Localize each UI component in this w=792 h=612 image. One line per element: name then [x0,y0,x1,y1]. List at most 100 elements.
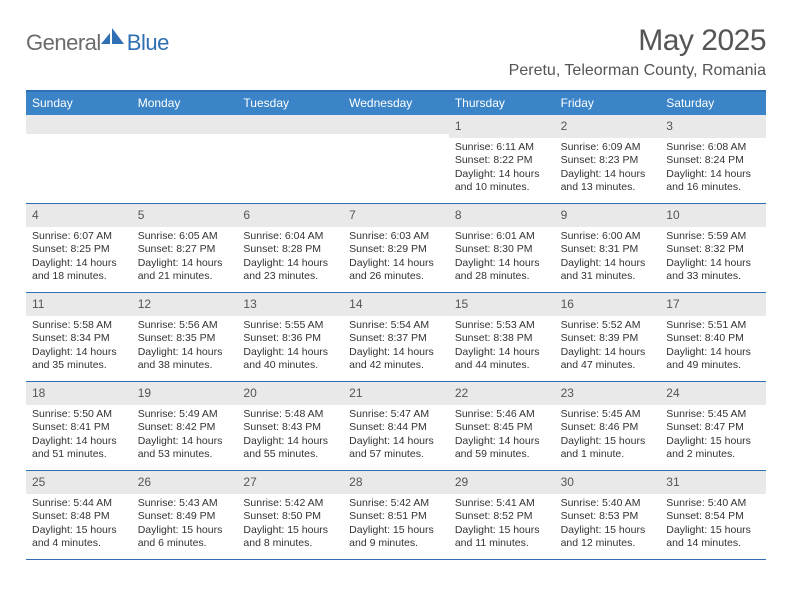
day-cell: 23Sunrise: 5:45 AMSunset: 8:46 PMDayligh… [555,382,661,470]
day-number: 28 [349,475,362,489]
day-number: 3 [666,119,673,133]
sunrise-text: Sunrise: 5:46 AM [455,408,549,421]
daylight-text: Daylight: 15 hours and 9 minutes. [349,524,443,551]
daylight-text: Daylight: 14 hours and 35 minutes. [32,346,126,373]
day-cell: 26Sunrise: 5:43 AMSunset: 8:49 PMDayligh… [132,471,238,559]
daylight-text: Daylight: 15 hours and 1 minute. [561,435,655,462]
day-cell [237,115,343,203]
daynum-row: 31 [660,471,766,494]
day-cell: 9 Sunrise: 6:00 AMSunset: 8:31 PMDaylight… [555,204,661,292]
day-cell: 29Sunrise: 5:41 AMSunset: 8:52 PMDayligh… [449,471,555,559]
sunrise-text: Sunrise: 6:00 AM [561,230,655,243]
daylight-text: Daylight: 14 hours and 49 minutes. [666,346,760,373]
daylight-text: Daylight: 15 hours and 12 minutes. [561,524,655,551]
sunset-text: Sunset: 8:53 PM [561,510,655,523]
daynum-row: 3 [660,115,766,138]
daynum-row: 18 [26,382,132,405]
day-cell: 25 Sunrise: 5:44 AMSunset: 8:48 PMDayligh… [26,471,132,559]
day-details: Sunrise: 6:08 AMSunset: 8:24 PMDaylight:… [660,138,766,201]
day-details: Sunrise: 6:07 AMSunset: 8:25 PMDaylight:… [26,227,132,290]
sunrise-text: Sunrise: 5:44 AM [32,497,126,510]
daylight-text: Daylight: 14 hours and 51 minutes. [32,435,126,462]
sunrise-text: Sunrise: 5:41 AM [455,497,549,510]
dow-wed: Wednesday [343,92,449,115]
dow-mon: Monday [132,92,238,115]
day-cell [26,115,132,203]
day-details: Sunrise: 6:04 AMSunset: 8:28 PMDaylight:… [237,227,343,290]
daynum-row: 9 [555,204,661,227]
daynum-row: 23 [555,382,661,405]
day-number: 29 [455,475,468,489]
day-details: Sunrise: 5:56 AMSunset: 8:35 PMDaylight:… [132,316,238,379]
day-details: Sunrise: 5:58 AMSunset: 8:34 PMDaylight:… [26,316,132,379]
day-number: 22 [455,386,468,400]
day-details: Sunrise: 5:44 AMSunset: 8:48 PMDaylight:… [26,494,132,557]
daynum-row: 21 [343,382,449,405]
day-cell: 6Sunrise: 6:04 AMSunset: 8:28 PMDaylight… [237,204,343,292]
daynum-row [132,115,238,134]
sunrise-text: Sunrise: 5:43 AM [138,497,232,510]
sunset-text: Sunset: 8:52 PM [455,510,549,523]
daylight-text: Daylight: 14 hours and 53 minutes. [138,435,232,462]
daylight-text: Daylight: 14 hours and 10 minutes. [455,168,549,195]
sunrise-text: Sunrise: 5:51 AM [666,319,760,332]
day-details: Sunrise: 5:49 AMSunset: 8:42 PMDaylight:… [132,405,238,468]
sunrise-text: Sunrise: 5:54 AM [349,319,443,332]
day-cell: 7Sunrise: 6:03 AMSunset: 8:29 PMDaylight… [343,204,449,292]
day-cell: 28 Sunrise: 5:42 AMSunset: 8:51 PMDayligh… [343,471,449,559]
sunrise-text: Sunrise: 5:40 AM [666,497,760,510]
daylight-text: Daylight: 14 hours and 31 minutes. [561,257,655,284]
sunset-text: Sunset: 8:34 PM [32,332,126,345]
day-details: Sunrise: 5:47 AMSunset: 8:44 PMDaylight:… [343,405,449,468]
logo-sails-icon [101,28,127,51]
day-details: Sunrise: 5:52 AMSunset: 8:39 PMDaylight:… [555,316,661,379]
daylight-text: Daylight: 14 hours and 16 minutes. [666,168,760,195]
day-number: 26 [138,475,151,489]
logo: General Blue [26,30,169,56]
day-number: 25 [32,475,45,489]
sunset-text: Sunset: 8:36 PM [243,332,337,345]
calendar-grid: Sunday Monday Tuesday Wednesday Thursday… [26,90,766,560]
day-cell: 2Sunrise: 6:09 AMSunset: 8:23 PMDaylight… [555,115,661,203]
sunrise-text: Sunrise: 6:04 AM [243,230,337,243]
daynum-row: 25 [26,471,132,494]
header: General Blue May 2025 Peretu, Teleorman … [26,24,766,80]
daynum-row: 10 [660,204,766,227]
daynum-row: 15 [449,293,555,316]
day-number: 8 [455,208,462,222]
sunset-text: Sunset: 8:40 PM [666,332,760,345]
day-details: Sunrise: 5:45 AMSunset: 8:47 PMDaylight:… [660,405,766,468]
dow-sun: Sunday [26,92,132,115]
day-cell: 20Sunrise: 5:48 AMSunset: 8:43 PMDayligh… [237,382,343,470]
daynum-row: 8 [449,204,555,227]
sunrise-text: Sunrise: 6:05 AM [138,230,232,243]
sunset-text: Sunset: 8:35 PM [138,332,232,345]
day-cell: 21Sunrise: 5:47 AMSunset: 8:44 PMDayligh… [343,382,449,470]
day-cell: 15Sunrise: 5:53 AMSunset: 8:38 PMDayligh… [449,293,555,381]
day-details: Sunrise: 6:09 AMSunset: 8:23 PMDaylight:… [555,138,661,201]
logo-text-general: General [26,30,101,56]
day-cell: 10Sunrise: 5:59 AMSunset: 8:32 PMDayligh… [660,204,766,292]
daynum-row: 2 [555,115,661,138]
sunset-text: Sunset: 8:31 PM [561,243,655,256]
day-details: Sunrise: 5:46 AMSunset: 8:45 PMDaylight:… [449,405,555,468]
daynum-row [237,115,343,134]
day-number: 12 [138,297,151,311]
daynum-row: 26 [132,471,238,494]
sunrise-text: Sunrise: 6:03 AM [349,230,443,243]
daynum-row: 12 [132,293,238,316]
sunset-text: Sunset: 8:30 PM [455,243,549,256]
sunrise-text: Sunrise: 5:53 AM [455,319,549,332]
daylight-text: Daylight: 14 hours and 38 minutes. [138,346,232,373]
daynum-row [343,115,449,134]
daylight-text: Daylight: 14 hours and 55 minutes. [243,435,337,462]
day-details: Sunrise: 5:42 AMSunset: 8:51 PMDaylight:… [343,494,449,557]
month-title: May 2025 [509,24,766,58]
week-row: 1Sunrise: 6:11 AMSunset: 8:22 PMDaylight… [26,115,766,204]
sunset-text: Sunset: 8:45 PM [455,421,549,434]
daylight-text: Daylight: 14 hours and 44 minutes. [455,346,549,373]
day-cell: 13Sunrise: 5:55 AMSunset: 8:36 PMDayligh… [237,293,343,381]
daynum-row [26,115,132,134]
day-number: 14 [349,297,362,311]
daylight-text: Daylight: 14 hours and 26 minutes. [349,257,443,284]
